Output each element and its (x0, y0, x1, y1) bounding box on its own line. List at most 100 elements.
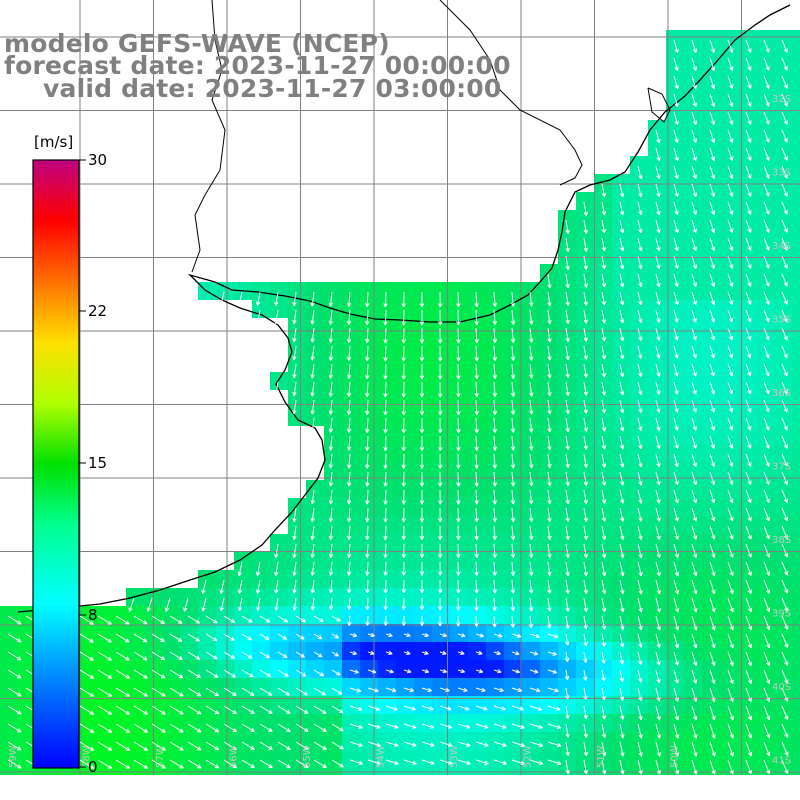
wind-arrow (474, 507, 479, 523)
wind-cell (756, 624, 774, 642)
wind-arrow (709, 57, 716, 71)
wind-arrow (673, 561, 680, 577)
wind-arrow (565, 273, 570, 289)
wind-cell (90, 624, 108, 642)
coastline (17, 0, 791, 613)
wind-cell (378, 714, 396, 732)
wind-cell (450, 678, 468, 696)
wind-cell (774, 66, 792, 84)
wind-cell (486, 516, 504, 534)
wind-arrow (474, 489, 479, 505)
wind-arrow (763, 255, 770, 269)
wind-arrow (637, 183, 643, 198)
wind-arrow (133, 741, 149, 751)
wind-cell (702, 426, 720, 444)
wind-cell (396, 282, 414, 300)
wind-arrow (781, 39, 788, 53)
wind-arrow (439, 741, 453, 747)
wind-arrow (401, 507, 406, 523)
wind-arrow (97, 723, 113, 733)
wind-arrow (547, 453, 552, 469)
wind-arrow (763, 633, 771, 649)
wind-arrow (385, 759, 399, 765)
wind-arrow (383, 471, 388, 487)
wind-arrow (691, 237, 697, 252)
wind-arrow (437, 579, 443, 594)
wind-arrow (419, 417, 425, 434)
wind-arrow (403, 741, 417, 747)
wind-arrow (727, 417, 734, 431)
wind-arrow (547, 309, 552, 325)
wind-cell (648, 516, 666, 534)
wind-cell (666, 192, 684, 210)
wind-cell (378, 642, 396, 660)
wind-cell (432, 300, 450, 318)
lat-label: 34S (772, 241, 791, 252)
wind-cell (540, 462, 558, 480)
wind-cell (684, 444, 702, 462)
wind-cell (594, 678, 612, 696)
wind-arrow (691, 525, 698, 540)
wind-cell (522, 696, 540, 714)
wind-arrow (709, 93, 716, 107)
wind-arrow (565, 327, 570, 343)
wind-arrow (456, 525, 461, 541)
wind-arrow (637, 309, 643, 323)
wind-arrow (637, 615, 643, 631)
wind-arrow (385, 669, 394, 674)
wind-arrow (673, 201, 679, 216)
wind-arrow (510, 525, 516, 541)
wind-cell (378, 336, 396, 354)
wind-cell (288, 534, 306, 552)
wind-arrow (583, 381, 588, 396)
wind-cell (468, 624, 486, 642)
wind-cell (450, 444, 468, 462)
wind-arrow (237, 579, 243, 594)
wind-arrow (781, 687, 789, 702)
wind-arrow (727, 219, 734, 233)
wind-cell (360, 660, 378, 678)
wind-arrow (492, 543, 497, 558)
wind-cell (648, 408, 666, 426)
wind-cell (594, 444, 612, 462)
wind-arrow (97, 741, 113, 751)
wind-arrow (529, 741, 544, 748)
wind-arrow (691, 363, 697, 377)
wind-cell (684, 300, 702, 318)
wind-cell (396, 408, 414, 426)
wind-arrow (781, 129, 788, 143)
wind-cell (756, 66, 774, 84)
wind-arrow (691, 219, 697, 234)
lat-label: 41S (772, 756, 791, 767)
wind-arrow (419, 507, 425, 523)
wind-cell (774, 138, 792, 156)
wind-arrow (492, 345, 498, 362)
wind-arrow (419, 597, 425, 611)
wind-arrow (601, 381, 607, 396)
wind-arrow (365, 507, 370, 523)
wind-cell (306, 516, 324, 534)
wind-arrow (511, 651, 520, 656)
wind-arrow (292, 597, 297, 611)
wind-arrow (115, 615, 130, 625)
wind-arrow (349, 669, 359, 674)
wind-arrow (313, 723, 327, 733)
wind-cell (252, 588, 270, 606)
wind-arrow (709, 669, 716, 684)
wind-cell (432, 696, 450, 714)
wind-arrow (781, 723, 789, 738)
wind-cell (756, 660, 774, 678)
wind-arrow (510, 543, 516, 558)
wind-arrow (727, 435, 734, 449)
wind-cell (756, 570, 774, 588)
wind-cell (702, 30, 720, 48)
wind-cell (450, 390, 468, 408)
wind-arrow (456, 507, 461, 523)
wind-cell (540, 624, 558, 642)
wind-cell (792, 408, 800, 426)
wind-arrow (637, 327, 643, 341)
wind-arrow (183, 597, 189, 612)
wind-cell (684, 246, 702, 264)
wind-arrow (709, 561, 716, 577)
wind-cell (414, 696, 432, 714)
